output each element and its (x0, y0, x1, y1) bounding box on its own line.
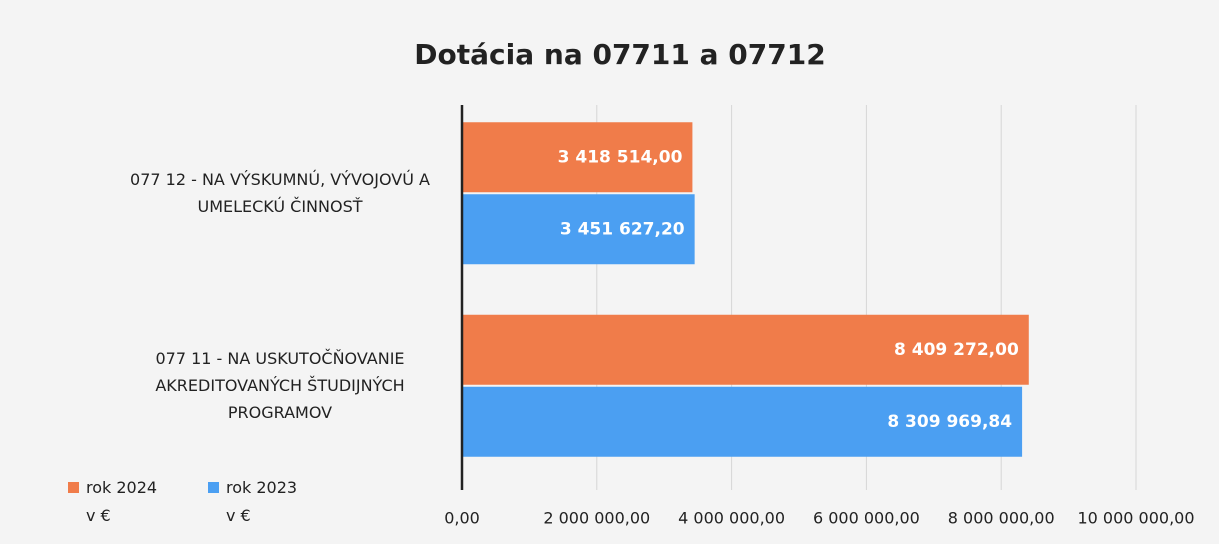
x-tick-label: 2 000 000,00 (543, 509, 650, 528)
category-label: 077 12 - NA VÝSKUMNÚ, VÝVOJOVÚ A UMELECKÚ… (130, 169, 430, 215)
x-tick-label: 8 000 000,00 (948, 509, 1055, 528)
value-label: 8 309 969,84 (887, 412, 1012, 432)
chart-title: Dotácia na 07711 a 07712 (414, 38, 825, 71)
x-tick-label: 4 000 000,00 (678, 509, 785, 528)
legend-label: rok 2024 v € (86, 478, 157, 525)
x-tick-label: 0,00 (444, 509, 480, 528)
category-label: 077 11 - NA USKUTOČŇOVANIE AKREDITOVANÝCH… (155, 348, 404, 421)
x-tick-label: 6 000 000,00 (813, 509, 920, 528)
legend-swatch (208, 482, 219, 493)
bar (462, 386, 1023, 457)
value-label: 3 418 514,00 (558, 147, 683, 167)
value-label: 3 451 627,20 (560, 219, 685, 239)
legend-swatch (68, 482, 79, 493)
value-label: 8 409 272,00 (894, 340, 1019, 360)
bar (462, 194, 695, 265)
legend-label: rok 2023 v € (226, 478, 297, 525)
bar (462, 122, 693, 193)
bar (462, 314, 1029, 385)
x-tick-label: 10 000 000,00 (1077, 509, 1194, 528)
